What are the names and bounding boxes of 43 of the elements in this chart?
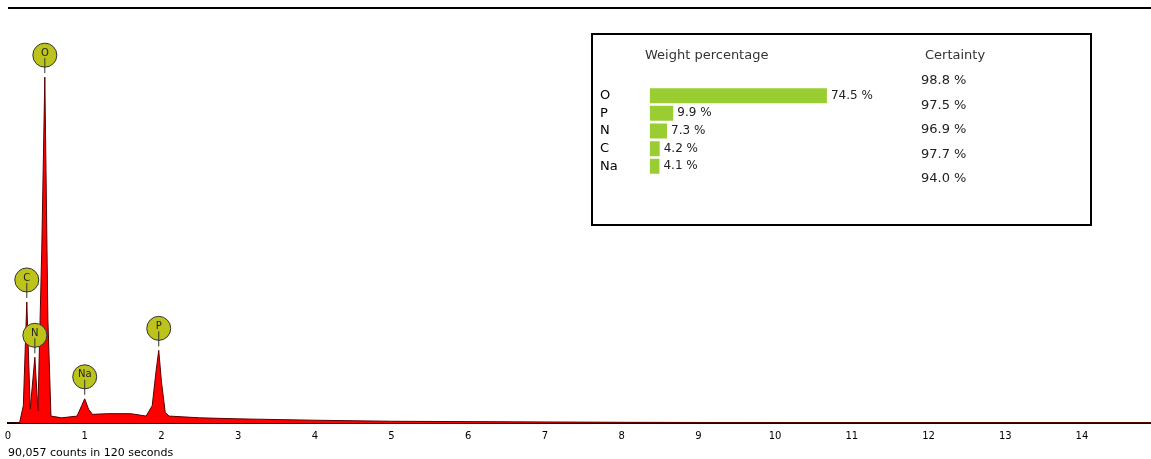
x-tick-label: 4 [311,429,319,441]
bar [649,158,660,174]
data-label: 7.3 % [671,123,706,138]
text: 90,057 counts in 120 seconds [8,446,174,459]
annotation: 97.7 % [921,145,968,163]
annotation: 97.5 % [921,96,968,114]
x-tick-label: 6 [465,429,472,441]
x-tick-label: 10 [768,429,782,441]
x-tick-label: 0 [4,429,12,441]
x-tick-label: 9 [695,429,702,441]
annotation: O [40,46,49,58]
bar [649,141,660,157]
x-tick-label: 3 [234,429,242,441]
bar [649,123,668,139]
bar [649,88,827,104]
y-tick-label: O [600,87,611,103]
x-tick-label: 2 [158,429,165,441]
x-tick-label: 7 [541,429,549,441]
x-tick-label: 8 [618,429,625,441]
x-tick-label: 12 [922,429,935,441]
text: Certainty [925,47,987,62]
data-label: 4.2 % [663,140,698,155]
annotation: P [155,319,162,331]
annotation: C [23,271,31,283]
x-tick-label: 13 [998,429,1012,441]
x-tick-label: 5 [388,429,395,441]
y-tick-label: P [600,104,608,120]
y-tick-label: Na [600,157,618,173]
y-tick-label: C [600,140,610,156]
annotation: Na [77,368,92,380]
chart-title: Weight percentage [645,47,769,62]
x-tick-label: 11 [845,429,859,441]
bar [649,105,674,121]
y-tick-label: N [600,122,610,138]
annotation: 96.9 % [921,121,968,138]
x-tick-label: 14 [1075,429,1089,441]
annotation: N [31,326,39,338]
x-tick-label: 1 [81,429,88,441]
annotation: 98.8 % [921,72,968,89]
annotation: 94.0 % [921,170,968,187]
data-label: 74.5 % [830,87,873,102]
data-label: 4.1 % [663,158,698,173]
data-label: 9.9 % [677,105,712,120]
